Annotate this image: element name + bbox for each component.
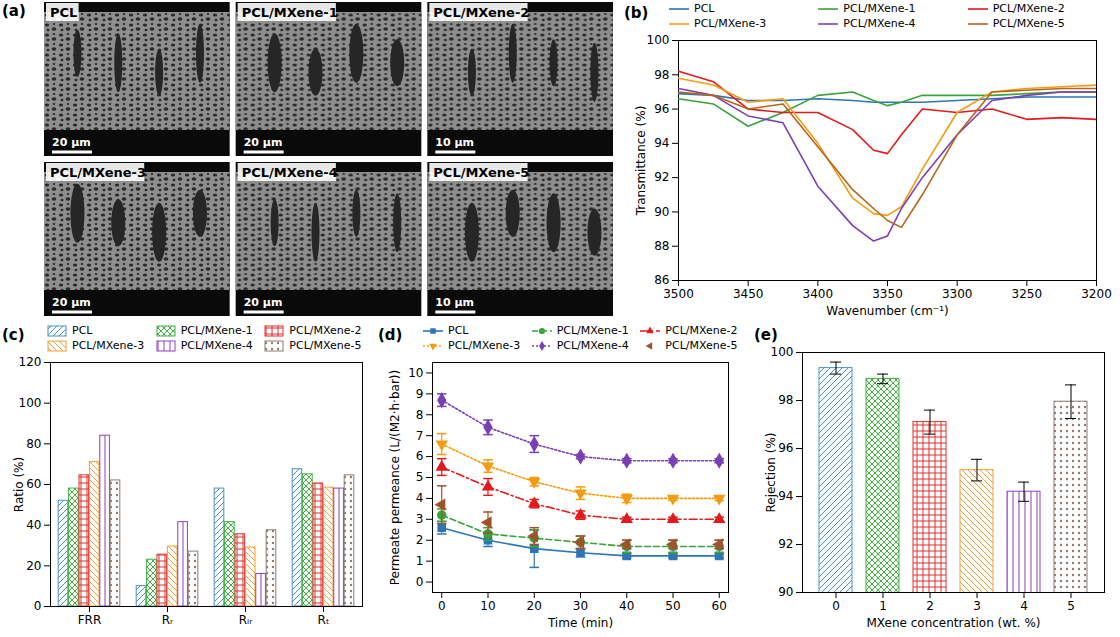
svg-text:3300: 3300 bbox=[942, 287, 973, 301]
html-text:PCL: PCL bbox=[694, 2, 715, 15]
svg-text:MXene concentration (wt. %): MXene concentration (wt. %) bbox=[866, 616, 1040, 630]
svg-text:5: 5 bbox=[1067, 599, 1075, 613]
svg-text:100: 100 bbox=[19, 396, 42, 410]
svg-text:3200: 3200 bbox=[1081, 287, 1112, 301]
svg-text:Wavenumber (cm⁻¹): Wavenumber (cm⁻¹) bbox=[826, 304, 948, 318]
svg-text:Permeate permeance (L/(M2·h·ba: Permeate permeance (L/(M2·h·bar)) bbox=[388, 370, 402, 585]
svg-text:94: 94 bbox=[654, 136, 669, 150]
html-text:PCL/MXene-3: PCL/MXene-3 bbox=[448, 339, 521, 352]
svg-text:Time (min): Time (min) bbox=[547, 616, 613, 630]
svg-text:30: 30 bbox=[573, 599, 588, 613]
svg-text:9: 9 bbox=[416, 387, 424, 401]
html-text:PCL/MXene-4: PCL/MXene-4 bbox=[556, 339, 629, 352]
svg-text:10: 10 bbox=[480, 599, 495, 613]
svg-text:6: 6 bbox=[416, 449, 424, 463]
html-text:(c): (c) bbox=[2, 326, 25, 344]
svg-text:0: 0 bbox=[416, 575, 424, 589]
svg-text:PCL/MXene-2: PCL/MXene-2 bbox=[433, 5, 529, 20]
svg-text:92: 92 bbox=[778, 537, 793, 551]
svg-text:96: 96 bbox=[778, 441, 793, 455]
svg-text:86: 86 bbox=[654, 273, 669, 287]
svg-text:Rejection (%): Rejection (%) bbox=[764, 432, 778, 512]
svg-text:20: 20 bbox=[527, 599, 542, 613]
svg-text:(a): (a) bbox=[2, 2, 26, 20]
svg-text:Rᵢᵣ: Rᵢᵣ bbox=[239, 613, 253, 627]
svg-text:0: 0 bbox=[34, 599, 42, 613]
svg-text:20 μm: 20 μm bbox=[52, 296, 91, 309]
svg-text:Rᵣ: Rᵣ bbox=[162, 613, 174, 627]
svg-text:40: 40 bbox=[619, 599, 634, 613]
html-text:PCL: PCL bbox=[448, 324, 469, 337]
html-text:PCL/MXene-4: PCL/MXene-4 bbox=[180, 339, 253, 352]
svg-text:3: 3 bbox=[416, 512, 424, 526]
svg-text:98: 98 bbox=[654, 68, 669, 82]
svg-text:FRR: FRR bbox=[78, 613, 102, 627]
svg-text:80: 80 bbox=[26, 437, 41, 451]
svg-text:8: 8 bbox=[416, 408, 424, 422]
svg-text:60: 60 bbox=[26, 477, 41, 491]
html-text:(b): (b) bbox=[624, 4, 649, 22]
svg-text:3: 3 bbox=[973, 599, 981, 613]
svg-text:90: 90 bbox=[778, 585, 793, 599]
svg-text:4: 4 bbox=[1020, 599, 1028, 613]
html-text:PCL/MXene-1: PCL/MXene-1 bbox=[180, 324, 253, 337]
svg-text:1: 1 bbox=[416, 554, 424, 568]
svg-text:3450: 3450 bbox=[733, 287, 764, 301]
html-text:PCL/MXene-3: PCL/MXene-3 bbox=[694, 17, 767, 30]
svg-text:120: 120 bbox=[19, 355, 42, 369]
svg-text:88: 88 bbox=[654, 239, 669, 253]
svg-text:Ratio (%): Ratio (%) bbox=[12, 457, 26, 512]
html-text:PCL/MXene-2: PCL/MXene-2 bbox=[992, 2, 1065, 15]
svg-text:2: 2 bbox=[926, 599, 934, 613]
html-text:PCL/MXene-1: PCL/MXene-1 bbox=[843, 2, 916, 15]
svg-text:96: 96 bbox=[654, 102, 669, 116]
svg-text:Rₜ: Rₜ bbox=[318, 613, 330, 627]
html-text:PCL/MXene-5: PCL/MXene-5 bbox=[992, 17, 1065, 30]
svg-text:PCL/MXene-1: PCL/MXene-1 bbox=[242, 5, 338, 20]
html-text:PCL/MXene-5: PCL/MXene-5 bbox=[289, 339, 362, 352]
svg-text:20: 20 bbox=[26, 559, 41, 573]
svg-text:PCL/MXene-4: PCL/MXene-4 bbox=[242, 165, 338, 180]
svg-text:100: 100 bbox=[771, 345, 794, 359]
svg-text:PCL/MXene-3: PCL/MXene-3 bbox=[50, 165, 146, 180]
svg-text:10 μm: 10 μm bbox=[435, 296, 474, 309]
svg-text:10 μm: 10 μm bbox=[435, 136, 474, 149]
html-text:PCL/MXene-1: PCL/MXene-1 bbox=[556, 324, 629, 337]
svg-text:3250: 3250 bbox=[1012, 287, 1043, 301]
svg-text:90: 90 bbox=[654, 205, 669, 219]
svg-text:10: 10 bbox=[408, 366, 423, 380]
svg-text:20 μm: 20 μm bbox=[244, 136, 283, 149]
svg-text:98: 98 bbox=[778, 393, 793, 407]
svg-text:5: 5 bbox=[416, 470, 424, 484]
svg-text:92: 92 bbox=[654, 170, 669, 184]
html-text:PCL/MXene-5: PCL/MXene-5 bbox=[665, 339, 738, 352]
html-text:PCL: PCL bbox=[72, 324, 93, 337]
svg-text:20 μm: 20 μm bbox=[244, 296, 283, 309]
html-text:PCL/MXene-4: PCL/MXene-4 bbox=[843, 17, 916, 30]
html-text:PCL/MXene-2: PCL/MXene-2 bbox=[665, 324, 738, 337]
svg-text:2: 2 bbox=[416, 533, 424, 547]
svg-text:3400: 3400 bbox=[803, 287, 834, 301]
svg-text:0: 0 bbox=[438, 599, 446, 613]
html-text:PCL/MXene-2: PCL/MXene-2 bbox=[289, 324, 362, 337]
svg-text:0: 0 bbox=[832, 599, 840, 613]
svg-text:50: 50 bbox=[665, 599, 680, 613]
html-text:(e): (e) bbox=[754, 326, 778, 344]
html-text:PCL/MXene-3: PCL/MXene-3 bbox=[72, 339, 145, 352]
svg-text:1: 1 bbox=[879, 599, 887, 613]
svg-text:Transmittance (%): Transmittance (%) bbox=[634, 106, 648, 217]
svg-text:94: 94 bbox=[778, 489, 793, 503]
svg-text:3500: 3500 bbox=[663, 287, 694, 301]
html-text:(d): (d) bbox=[378, 326, 403, 344]
svg-text:100: 100 bbox=[647, 33, 670, 47]
svg-text:20 μm: 20 μm bbox=[52, 136, 91, 149]
svg-text:PCL: PCL bbox=[50, 5, 77, 20]
svg-text:7: 7 bbox=[416, 429, 424, 443]
svg-text:40: 40 bbox=[26, 518, 41, 532]
svg-text:PCL/MXene-5: PCL/MXene-5 bbox=[433, 165, 529, 180]
svg-text:3350: 3350 bbox=[872, 287, 903, 301]
svg-text:60: 60 bbox=[712, 599, 727, 613]
svg-text:4: 4 bbox=[416, 491, 424, 505]
